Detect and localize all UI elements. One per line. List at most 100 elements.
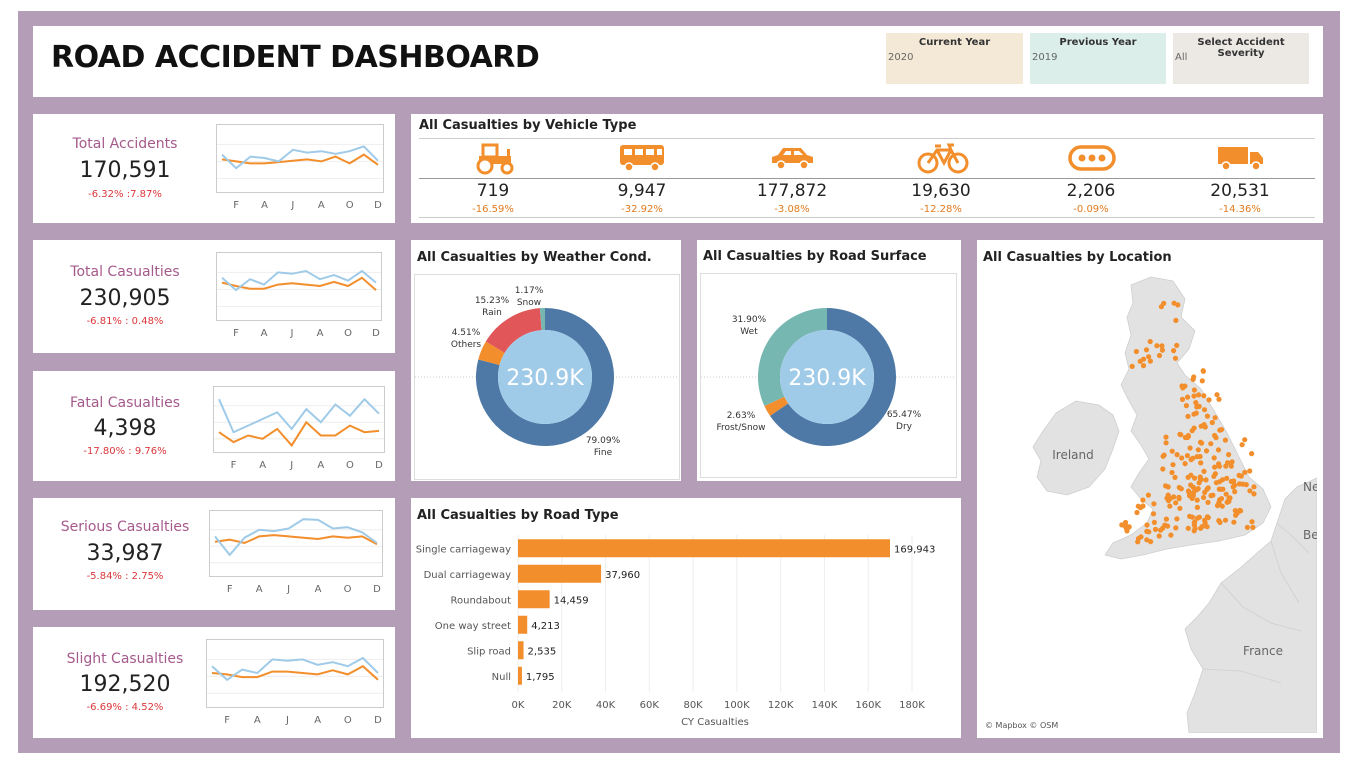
bar[interactable] <box>518 539 890 558</box>
chart-border <box>700 273 957 478</box>
bus-icon <box>620 145 664 172</box>
bus-value: 9,947 <box>617 181 667 201</box>
bar[interactable] <box>518 590 550 609</box>
donut-slice-fine[interactable] <box>476 308 614 446</box>
donut-slice-wet[interactable] <box>758 308 827 406</box>
bicycle-icon <box>917 143 969 174</box>
donut-slice-rain[interactable] <box>485 308 542 353</box>
location-dot <box>1144 528 1150 534</box>
bar[interactable] <box>518 666 522 685</box>
filter-value: 2020 <box>888 52 914 63</box>
sparkline-frame <box>209 510 383 577</box>
road-surface-title: All Casualties by Road Surface <box>703 249 927 264</box>
location-dot <box>1194 515 1201 521</box>
donut-slice-others[interactable] <box>478 341 505 366</box>
chart-border <box>414 274 680 480</box>
kpi-panel: Fatal Casualties 4,398 -17.80% : 9.76% F A J A… <box>33 371 395 481</box>
weather-donut-chart: 230.9K 1.17% Snow 15.23% Rain 4.51% Othe… <box>415 286 677 458</box>
month-tick-label: O <box>346 460 354 471</box>
location-dot <box>1140 356 1147 362</box>
kpi-panel: Total Casualties 230,905 -6.81% : 0.48% F A J… <box>33 240 395 353</box>
location-dot <box>1250 524 1256 530</box>
location-dot <box>1186 489 1192 495</box>
others-label: Others <box>451 340 482 350</box>
bar[interactable] <box>518 615 528 634</box>
location-dot <box>1223 463 1229 469</box>
kpi-name: Total Casualties <box>70 264 180 280</box>
kpi-value: 33,987 <box>86 541 164 566</box>
location-dot <box>1204 524 1210 530</box>
france-map-label: France <box>1243 644 1283 658</box>
donut-slice-frost-snow[interactable] <box>764 396 789 416</box>
month-tick-label: A <box>254 715 261 726</box>
location-dot <box>1247 488 1253 494</box>
location-dot <box>1198 460 1204 466</box>
location-dot <box>1201 407 1208 413</box>
location-dot <box>1240 481 1246 487</box>
vehicle-type-panel: All Casualties by Vehicle Type 719 9,94 <box>411 114 1323 223</box>
kpi-panel: Slight Casualties 192,520 -6.69% : 4.52% F A… <box>33 627 395 738</box>
accident-severity-filter[interactable]: Select Accident Severity All <box>1173 33 1309 84</box>
location-dot <box>1234 510 1240 516</box>
current-year-line <box>218 397 380 434</box>
kpi-value: 192,520 <box>79 672 171 697</box>
bar[interactable] <box>518 641 524 660</box>
location-dot <box>1202 517 1208 523</box>
location-dot <box>1216 396 1222 402</box>
location-dot <box>1213 480 1219 486</box>
month-tick-label: A <box>261 200 268 211</box>
month-tick-label: A <box>318 200 325 211</box>
frost-label: Frost/Snow <box>716 423 765 433</box>
location-dot <box>1174 342 1180 348</box>
kpi-change: -6.69% : 4.52% <box>86 702 164 713</box>
location-dot <box>1163 440 1169 446</box>
truck-value: 20,531 <box>1210 181 1270 201</box>
location-dot <box>1176 494 1182 500</box>
snow-label: Snow <box>517 298 541 308</box>
filter-value: 2019 <box>1032 52 1058 63</box>
donut-slice-dry[interactable] <box>770 308 896 446</box>
truck-change: -14.36% <box>1219 204 1261 215</box>
location-dot <box>1196 392 1202 398</box>
location-dot <box>1228 478 1234 485</box>
previous-year-line <box>214 534 378 546</box>
location-map[interactable]: Ireland France Net Bel © Mapbox © OSM <box>981 273 1317 733</box>
location-dot <box>1152 526 1159 532</box>
location-dot <box>1171 348 1177 354</box>
donut-center <box>780 330 874 424</box>
location-dot <box>1156 352 1163 359</box>
tractor-icon <box>476 143 514 175</box>
current-year-filter[interactable]: Current Year 2020 <box>886 33 1023 84</box>
location-dot <box>1195 447 1201 453</box>
location-dot <box>1170 462 1176 468</box>
x-tick-label: 180K <box>899 700 925 711</box>
month-tick-label: A <box>259 460 266 471</box>
month-tick-label: A <box>261 328 268 339</box>
previous-year-filter[interactable]: Previous Year 2019 <box>1030 33 1166 84</box>
location-dot <box>1158 304 1164 310</box>
location-dot <box>1190 376 1196 382</box>
kpi-name: Fatal Casualties <box>69 395 181 411</box>
divider <box>419 138 1315 139</box>
bar[interactable] <box>518 564 602 583</box>
weather-panel: All Casualties by Weather Cond. 230.9K 1… <box>411 240 681 481</box>
tractor-change: -16.59% <box>472 204 514 215</box>
kpi-change: -17.80% : 9.76% <box>83 446 167 457</box>
location-dot <box>1185 413 1191 419</box>
month-tick-label: J <box>290 328 294 339</box>
month-tick-label: F <box>233 328 239 339</box>
location-dot <box>1208 493 1214 499</box>
location-dot <box>1228 463 1234 469</box>
location-dot <box>1147 338 1153 345</box>
location-dot <box>1192 475 1198 481</box>
location-dot <box>1167 503 1173 509</box>
frost-pct-label: 2.63% <box>727 411 756 421</box>
location-dot <box>1199 523 1205 530</box>
location-dot <box>1184 453 1190 459</box>
continent-landmass <box>1184 477 1317 733</box>
location-dot <box>1140 497 1146 503</box>
location-dot <box>1201 468 1207 474</box>
location-dot <box>1123 519 1129 526</box>
donut-slice-snow[interactable] <box>539 308 545 331</box>
